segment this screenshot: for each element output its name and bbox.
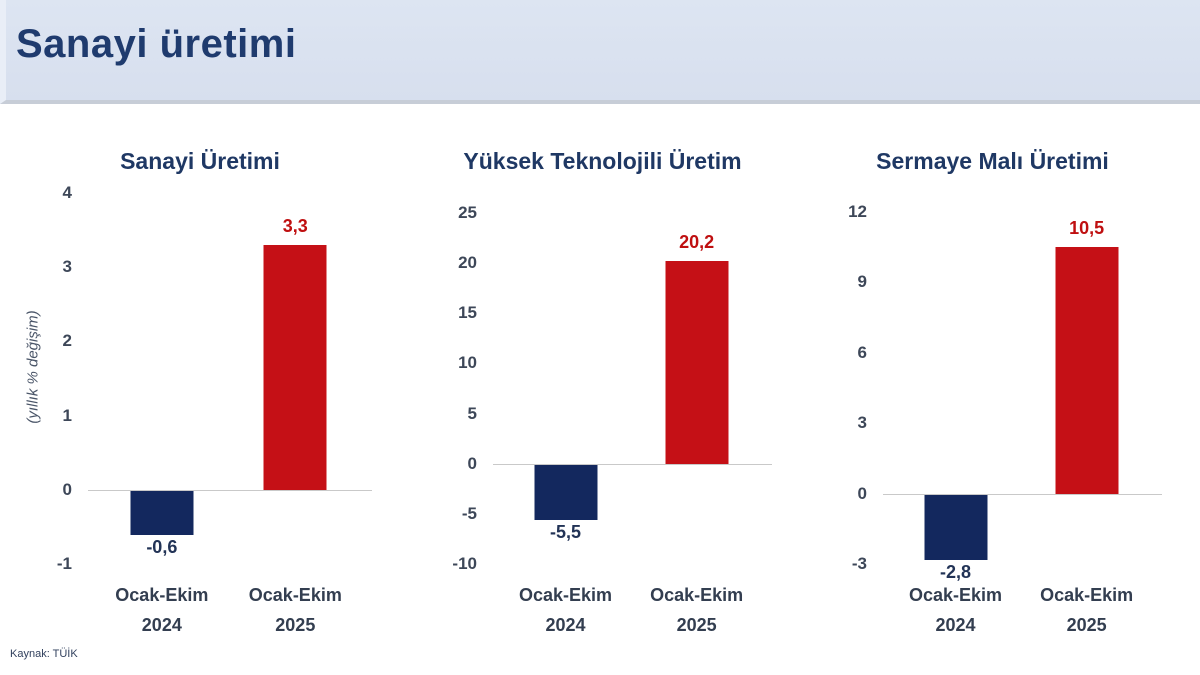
- plot-area: -5,5 20,2: [493, 213, 772, 564]
- y-tick-label: 10: [458, 353, 477, 373]
- plot-area: -2,8 10,5: [883, 212, 1162, 582]
- x-axis-labels: Ocak-Ekim 2024 Ocak-Ekim 2025: [883, 580, 1162, 644]
- bar-value-label: -0,6: [146, 537, 178, 558]
- category-label: Ocak-Ekim 2025: [248, 585, 342, 635]
- chart-yuksek-teknolojili-uretim: Yüksek Teknolojili Üretim 25 20 15 10 5 0 -5 -1…: [415, 140, 790, 650]
- chart-title: Sermaye Malı Üretimi: [876, 148, 1109, 174]
- bar-2025: [665, 261, 729, 464]
- chart-title: Yüksek Teknolojili Üretim: [463, 148, 742, 174]
- y-tick-label: -1: [56, 554, 72, 573]
- plot-area: -0,6 3,3: [88, 193, 372, 564]
- y-tick-label: 5: [467, 403, 477, 423]
- chart-sanayi-uretimi: Sanayi Üretimi 4 3 2 1 0 -1 -0,6 3,3 Ocak-Ekim…: [10, 140, 390, 650]
- y-tick-label: 0: [62, 479, 72, 499]
- x-axis-line: [493, 463, 772, 465]
- category-label: Ocak-Ekim 2024: [519, 585, 613, 635]
- y-tick-label: 15: [458, 303, 477, 323]
- y-tick-label: -5: [461, 503, 477, 523]
- y-tick-label: 0: [857, 483, 867, 503]
- plot-row: 4 3 2 1 0 -1 -0,6 3,3: [10, 140, 390, 573]
- y-axis-ticks: 4 3 2 1 0 -1: [10, 140, 78, 573]
- bar-value-label: 3,3: [282, 215, 308, 236]
- y-tick-label: 4: [62, 183, 72, 202]
- category-label: Ocak-Ekim 2025: [1040, 585, 1134, 635]
- y-tick-label: 2: [62, 331, 72, 351]
- category-label: Ocak-Ekim 2024: [115, 585, 209, 635]
- chart-title: Sanayi Üretimi: [120, 148, 280, 174]
- page-title: Sanayi üretimi: [16, 22, 297, 66]
- y-tick-label: 12: [848, 202, 867, 221]
- x-axis-labels: Ocak-Ekim 2024 Ocak-Ekim 2025: [493, 580, 772, 644]
- x-axis-line: [88, 489, 372, 491]
- y-tick-label: 25: [458, 203, 477, 222]
- plot-row: 12 9 6 3 0 -3 -2,8 10,5: [805, 140, 1180, 582]
- bar-value-label: -5,5: [550, 521, 582, 542]
- y-tick-label: 1: [62, 405, 72, 425]
- bar-2024: [534, 464, 598, 520]
- plot-row: 25 20 15 10 5 0 -5 -10 -5,5 20,2: [415, 140, 790, 573]
- category-label: Ocak-Ekim 2024: [909, 585, 1003, 635]
- category-label: Ocak-Ekim 2025: [650, 585, 744, 635]
- y-tick-label: -10: [452, 554, 477, 573]
- header: Sanayi üretimi: [0, 0, 1200, 104]
- y-tick-label: 3: [857, 413, 867, 433]
- bar-2025: [263, 244, 327, 490]
- bar-2025: [1055, 247, 1119, 494]
- x-axis-labels: Ocak-Ekim 2024 Ocak-Ekim 2025: [88, 580, 372, 644]
- bar-2024: [924, 494, 988, 561]
- y-tick-label: 9: [857, 272, 867, 292]
- bar-value-label: 10,5: [1069, 218, 1105, 239]
- bar-value-label: 20,2: [679, 232, 715, 253]
- y-axis-ticks: 12 9 6 3 0 -3: [805, 140, 873, 573]
- y-tick-label: 6: [857, 342, 867, 362]
- y-tick-label: 0: [467, 453, 477, 473]
- y-tick-label: -3: [851, 554, 867, 573]
- bar-2024: [130, 490, 194, 536]
- y-axis-ticks: 25 20 15 10 5 0 -5 -10: [415, 140, 483, 573]
- chart-sermaye-mali-uretimi: Sermaye Malı Üretimi 12 9 6 3 0 -3 -2,8 10,5 O…: [805, 140, 1180, 650]
- bar-value-label: -2,8: [940, 562, 972, 583]
- y-tick-label: 20: [458, 253, 477, 273]
- y-tick-label: 3: [62, 257, 72, 277]
- source-note: Kaynak: TÜİK: [10, 648, 78, 660]
- x-axis-line: [883, 493, 1162, 495]
